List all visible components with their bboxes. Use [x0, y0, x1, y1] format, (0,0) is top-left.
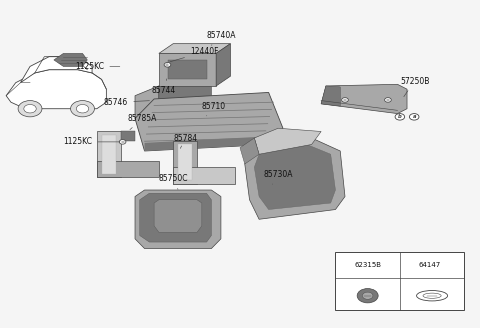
- Circle shape: [76, 105, 89, 113]
- Polygon shape: [135, 190, 221, 249]
- Text: b: b: [398, 114, 402, 119]
- Text: b: b: [408, 262, 412, 267]
- Circle shape: [340, 261, 352, 269]
- Polygon shape: [154, 200, 202, 232]
- Circle shape: [24, 105, 36, 113]
- Circle shape: [405, 261, 416, 269]
- Text: 57250B: 57250B: [400, 76, 429, 97]
- Text: a: a: [412, 114, 416, 119]
- Polygon shape: [159, 53, 216, 86]
- Text: 85750C: 85750C: [159, 174, 188, 189]
- Circle shape: [342, 98, 348, 102]
- Text: 85744: 85744: [152, 79, 176, 95]
- Text: 85784: 85784: [173, 134, 197, 148]
- Text: 64147: 64147: [419, 262, 441, 268]
- Text: 85730A: 85730A: [264, 170, 293, 184]
- Polygon shape: [168, 60, 206, 79]
- Polygon shape: [254, 128, 321, 154]
- Polygon shape: [240, 138, 259, 164]
- Polygon shape: [54, 53, 87, 67]
- Polygon shape: [102, 135, 116, 174]
- Polygon shape: [159, 86, 211, 112]
- Polygon shape: [321, 86, 340, 106]
- Text: 85740A: 85740A: [206, 31, 236, 45]
- Polygon shape: [97, 132, 120, 177]
- Ellipse shape: [423, 293, 441, 298]
- Text: 62315B: 62315B: [355, 262, 382, 268]
- Polygon shape: [140, 193, 211, 242]
- Circle shape: [409, 113, 419, 120]
- Circle shape: [384, 98, 391, 102]
- Ellipse shape: [417, 291, 447, 301]
- Circle shape: [164, 63, 171, 67]
- Circle shape: [71, 101, 95, 117]
- Circle shape: [119, 140, 126, 144]
- Text: 85710: 85710: [202, 102, 226, 116]
- Polygon shape: [144, 136, 269, 151]
- Text: a: a: [344, 262, 348, 267]
- Polygon shape: [97, 161, 159, 177]
- Polygon shape: [135, 92, 283, 151]
- Polygon shape: [254, 145, 336, 210]
- Polygon shape: [216, 44, 230, 86]
- Text: 1125KC: 1125KC: [75, 62, 120, 71]
- Circle shape: [395, 113, 405, 120]
- Polygon shape: [120, 132, 135, 141]
- Text: 85746: 85746: [104, 98, 149, 107]
- Circle shape: [362, 292, 373, 299]
- Text: 85785A: 85785A: [128, 114, 157, 130]
- Polygon shape: [178, 145, 192, 180]
- Polygon shape: [245, 138, 345, 219]
- Polygon shape: [321, 84, 407, 113]
- Polygon shape: [173, 141, 197, 183]
- Polygon shape: [21, 57, 92, 83]
- Polygon shape: [6, 70, 107, 109]
- Circle shape: [357, 289, 378, 303]
- Bar: [336, 252, 464, 310]
- Text: 12440F: 12440F: [170, 47, 218, 62]
- Polygon shape: [173, 167, 235, 183]
- Circle shape: [18, 101, 42, 117]
- Polygon shape: [159, 44, 230, 53]
- Text: 1125KC: 1125KC: [63, 137, 120, 146]
- Polygon shape: [135, 86, 159, 118]
